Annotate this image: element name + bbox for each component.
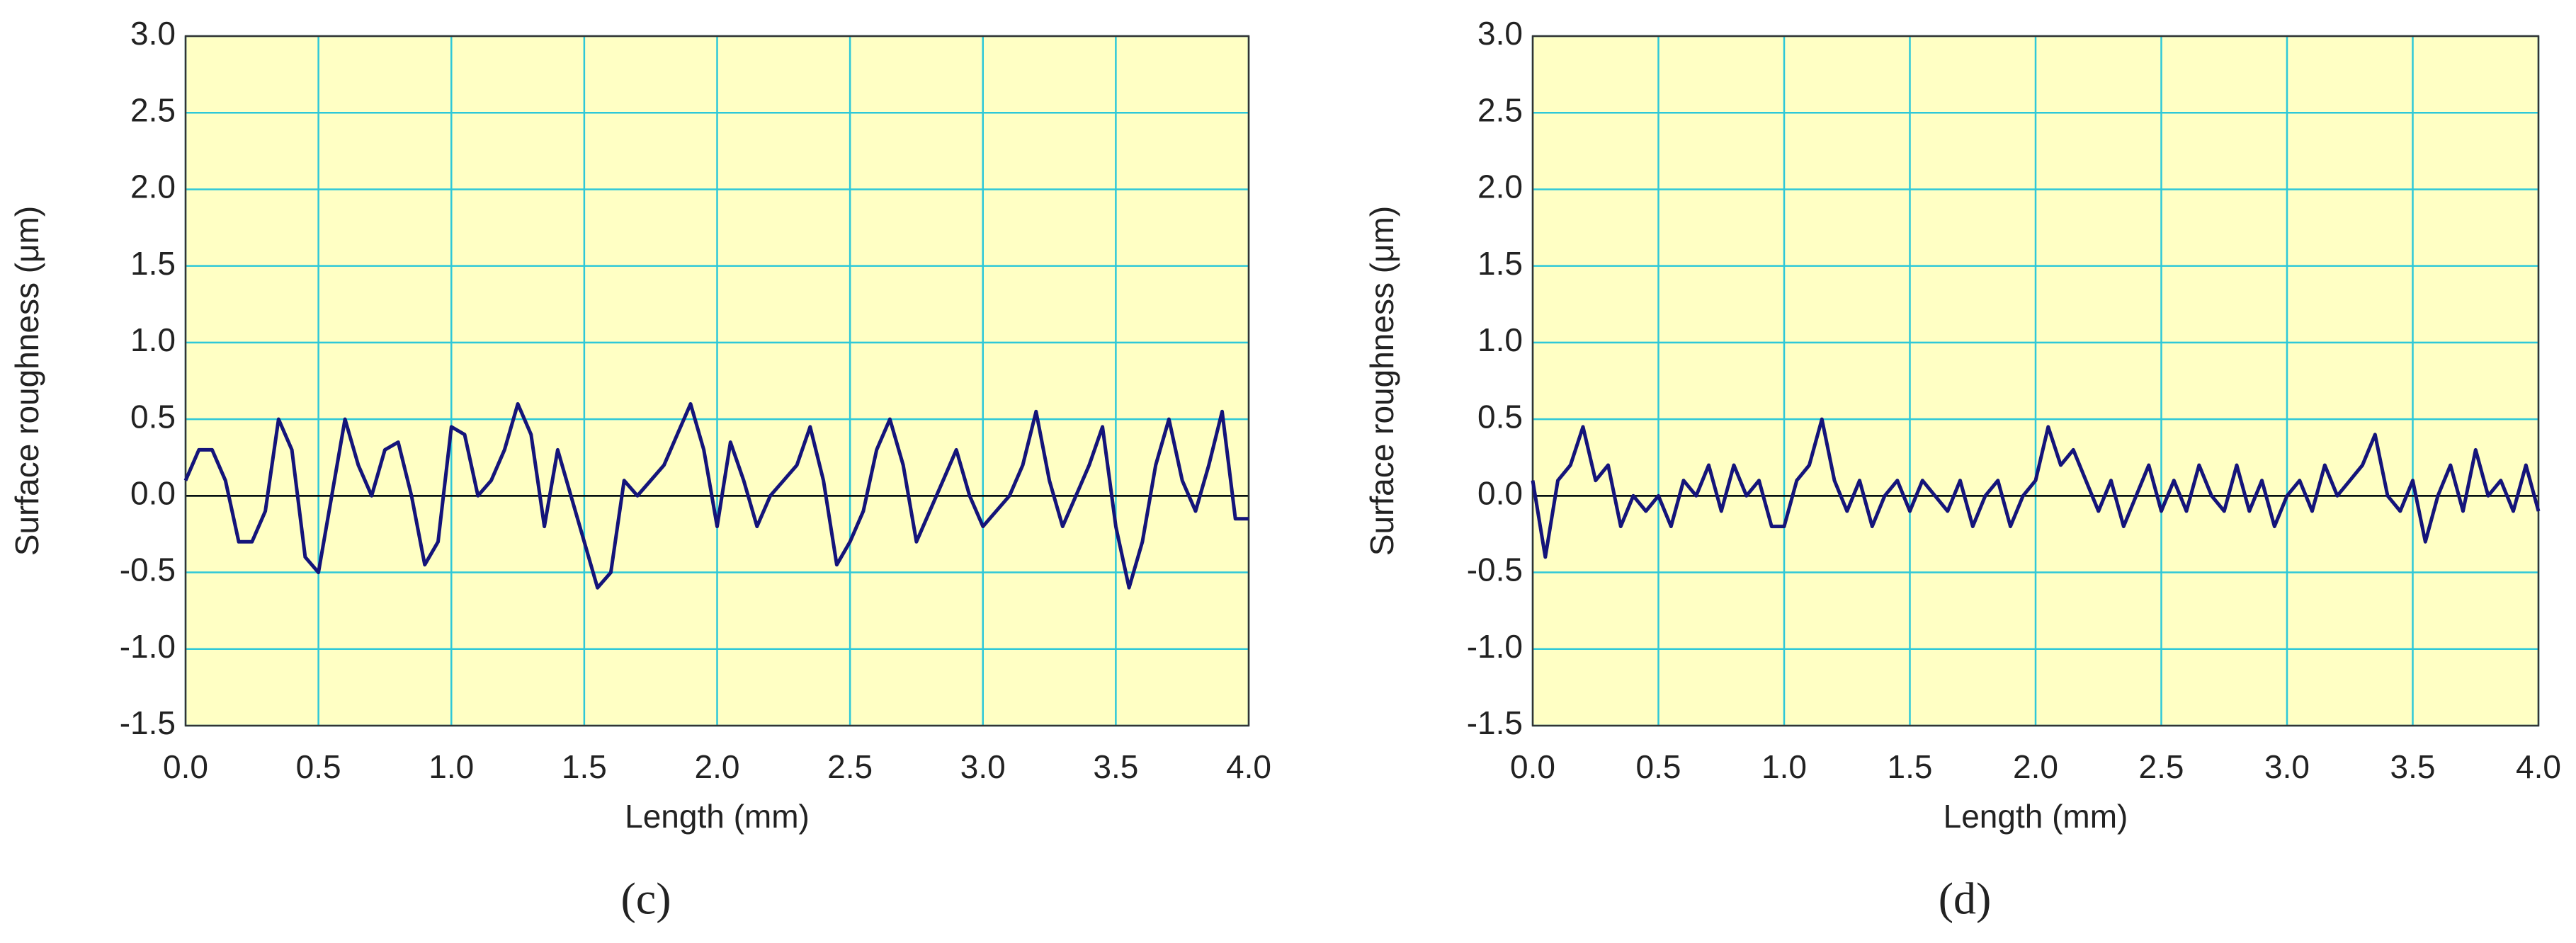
roughness-line bbox=[1531, 417, 2541, 559]
y-tick-label: 0.5 bbox=[130, 398, 176, 435]
x-axis-title: Length (mm) bbox=[1944, 798, 2128, 835]
y-tick-label: 1.0 bbox=[130, 321, 176, 358]
x-tick-label: 3.0 bbox=[960, 748, 1006, 785]
y-tick-label: 2.5 bbox=[1477, 91, 1523, 128]
x-tick-label: 1.5 bbox=[562, 748, 607, 785]
x-tick-label: 0.0 bbox=[163, 748, 208, 785]
panel-caption: (c) bbox=[620, 874, 671, 924]
y-tick-label: 1.5 bbox=[1477, 245, 1523, 282]
x-tick-label: 0.5 bbox=[1636, 748, 1681, 785]
y-tick-label: 1.0 bbox=[1477, 321, 1523, 358]
y-tick-label: -1.5 bbox=[120, 704, 176, 741]
x-tick-label: 2.5 bbox=[827, 748, 873, 785]
plot-border bbox=[1531, 35, 2540, 727]
y-tick-label: 0.0 bbox=[1477, 474, 1523, 511]
y-tick-label: 0.0 bbox=[130, 474, 176, 511]
y-tick-label: 0.5 bbox=[1477, 398, 1523, 435]
x-tick-label: 4.0 bbox=[1226, 748, 1271, 785]
y-tick-label: -1.0 bbox=[1467, 628, 1523, 665]
plot-border bbox=[184, 35, 1250, 727]
x-tick-label: 4.0 bbox=[2516, 748, 2561, 785]
x-tick-label: 3.5 bbox=[2390, 748, 2436, 785]
x-tick-label: 2.0 bbox=[695, 748, 740, 785]
panel-caption: (d) bbox=[1939, 874, 1992, 924]
y-tick-label: -0.5 bbox=[1467, 551, 1523, 588]
x-tick-label: 1.5 bbox=[1888, 748, 1933, 785]
y-tick-label: 2.0 bbox=[1477, 168, 1523, 205]
y-tick-label: 3.0 bbox=[1477, 15, 1523, 52]
y-tick-label: 3.0 bbox=[130, 15, 176, 52]
x-tick-label: 0.0 bbox=[1510, 748, 1555, 785]
x-tick-label: 2.5 bbox=[2139, 748, 2184, 785]
y-tick-label: -1.0 bbox=[120, 628, 176, 665]
y-tick-label: 1.5 bbox=[130, 245, 176, 282]
y-tick-label: 2.5 bbox=[130, 91, 176, 128]
x-tick-label: 3.0 bbox=[2264, 748, 2310, 785]
y-axis-title: Surface roughness (μm) bbox=[1363, 206, 1400, 556]
x-tick-label: 3.5 bbox=[1093, 748, 1138, 785]
y-tick-label: -1.5 bbox=[1467, 704, 1523, 741]
roughness-line bbox=[183, 402, 1249, 590]
y-tick-label: -0.5 bbox=[120, 551, 176, 588]
x-tick-label: 2.0 bbox=[2013, 748, 2058, 785]
y-axis-title: Surface roughness (μm) bbox=[8, 206, 45, 556]
x-axis-title: Length (mm) bbox=[625, 798, 810, 835]
x-tick-label: 1.0 bbox=[429, 748, 474, 785]
x-tick-label: 1.0 bbox=[1761, 748, 1807, 785]
y-tick-label: 2.0 bbox=[130, 168, 176, 205]
x-tick-label: 0.5 bbox=[296, 748, 341, 785]
